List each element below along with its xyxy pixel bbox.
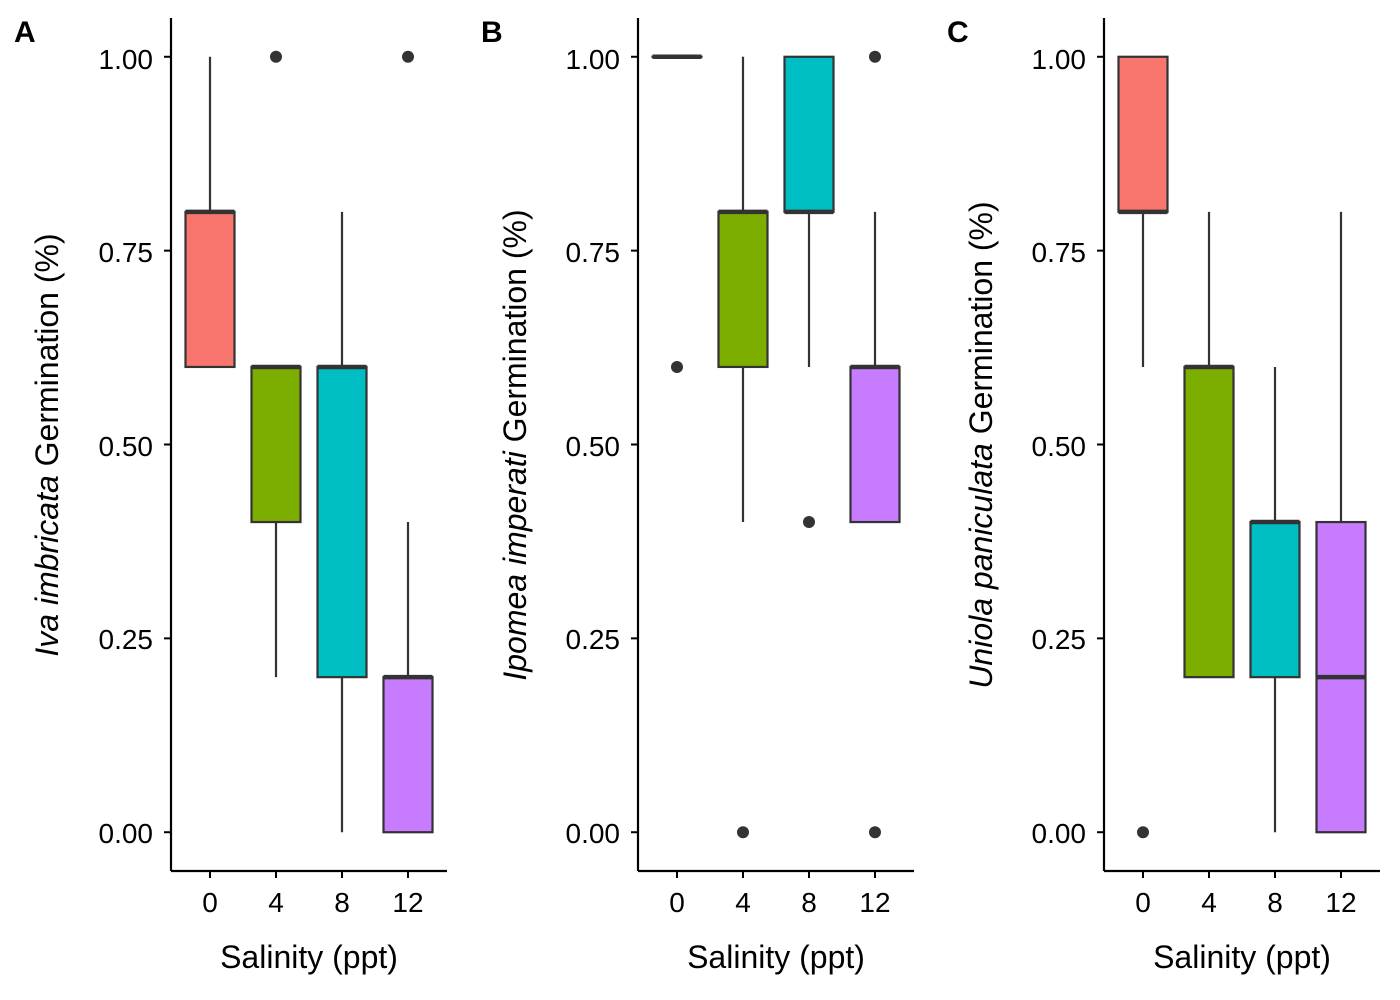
box: [316, 365, 368, 679]
x-axis-title: Salinity (ppt): [1153, 939, 1331, 975]
y-axis-species: Ipomea imperati: [497, 450, 533, 680]
y-tick-label: 0.75: [1032, 237, 1087, 268]
x-tick-label: 8: [334, 887, 350, 918]
outlier-point: [869, 826, 881, 839]
plot-area: [164, 18, 447, 878]
y-tick-label: 1.00: [1032, 44, 1087, 75]
x-tick-label: 0: [202, 887, 218, 918]
x-tick-label: 4: [268, 887, 284, 918]
outlier-point: [869, 50, 881, 63]
y-tick-label: 0.00: [566, 818, 621, 849]
y-tick-labels: 0.00 0.25 0.50 0.75 1.00: [1032, 44, 1087, 849]
y-axis-species: Iva imbricata: [29, 475, 65, 656]
outlier-point: [671, 360, 683, 373]
outlier-point: [803, 516, 815, 529]
plot-area: [1097, 18, 1380, 878]
y-tick-label: 0.25: [566, 624, 621, 655]
panel-c: C Uniola paniculata Germination (%) 0.00…: [947, 16, 1380, 975]
outlier-point: [402, 50, 414, 63]
x-tick-label: 8: [801, 887, 817, 918]
panel-label: B: [481, 16, 503, 49]
x-tick-label: 0: [1135, 887, 1151, 918]
y-tick-label: 1.00: [566, 44, 621, 75]
box: [783, 55, 835, 213]
x-tick-labels: 0 4 8 12: [1135, 887, 1356, 918]
panel-a: A Iva imbricata Germination (%) 0.00 0.2…: [14, 16, 447, 975]
x-tick-label: 4: [735, 887, 751, 918]
y-axis-title: Iva imbricata Germination (%): [29, 233, 65, 656]
y-tick-label: 0.75: [99, 237, 154, 268]
y-tick-label: 0.25: [1032, 624, 1087, 655]
plot-area: [631, 18, 914, 878]
x-tick-labels: 0 4 8 12: [202, 887, 423, 918]
y-axis-species: Uniola paniculata: [963, 443, 999, 689]
y-axis-title: Uniola paniculata Germination (%): [963, 201, 999, 688]
box: [849, 365, 901, 524]
box: [1183, 365, 1235, 679]
x-tick-labels: 0 4 8 12: [669, 887, 890, 918]
panel-label: A: [14, 16, 36, 49]
y-tick-labels: 0.00 0.25 0.50 0.75 1.00: [566, 44, 621, 849]
y-tick-label: 0.00: [1032, 818, 1087, 849]
box: [1249, 520, 1301, 679]
box: [382, 676, 434, 834]
x-axis-title: Salinity (ppt): [687, 939, 865, 975]
outlier-point: [1137, 826, 1149, 839]
panel-label: C: [947, 16, 969, 49]
y-tick-label: 0.00: [99, 818, 154, 849]
box: [250, 365, 302, 524]
y-axis-suffix: Germination (%): [497, 209, 533, 451]
y-tick-label: 0.50: [99, 431, 154, 462]
outlier-point: [737, 826, 749, 839]
outlier-point: [270, 50, 282, 63]
y-axis-suffix: Germination (%): [963, 201, 999, 443]
x-tick-label: 4: [1201, 887, 1217, 918]
x-tick-label: 12: [1325, 887, 1356, 918]
y-tick-label: 0.50: [566, 431, 621, 462]
x-tick-label: 12: [859, 887, 890, 918]
x-tick-label: 8: [1267, 887, 1283, 918]
y-tick-label: 1.00: [99, 44, 154, 75]
y-tick-labels: 0.00 0.25 0.50 0.75 1.00: [99, 44, 154, 849]
x-axis-title: Salinity (ppt): [220, 939, 398, 975]
y-axis-title: Ipomea imperati Germination (%): [497, 209, 533, 680]
box: [1117, 55, 1169, 213]
x-tick-label: 12: [392, 887, 423, 918]
y-axis-suffix: Germination (%): [29, 233, 65, 475]
box: [717, 210, 769, 369]
y-tick-label: 0.25: [99, 624, 154, 655]
x-tick-label: 0: [669, 887, 685, 918]
y-tick-label: 0.75: [566, 237, 621, 268]
box: [184, 210, 236, 369]
panel-b: B Ipomea imperati Germination (%) 0.00 0…: [481, 16, 914, 975]
y-tick-label: 0.50: [1032, 431, 1087, 462]
